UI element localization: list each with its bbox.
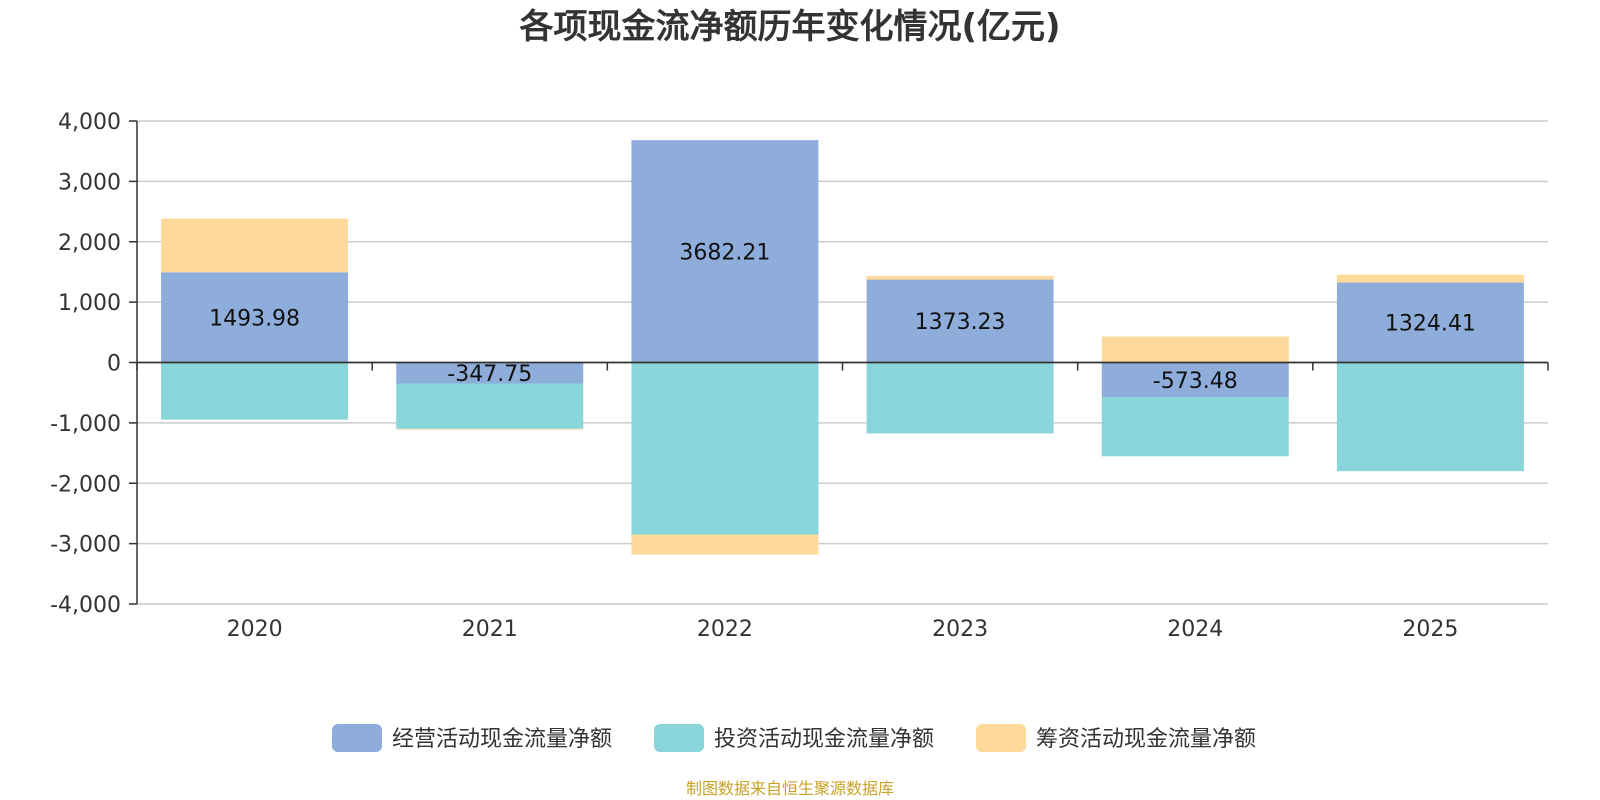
bar-segment (1336, 362, 1524, 472)
legend-label: 经营活动现金流量净额 (392, 727, 612, 752)
legend-label: 投资活动现金流量净额 (714, 727, 934, 752)
bar-value-label: 1493.98 (209, 306, 300, 331)
bar-segment (631, 534, 819, 555)
legend-swatch (654, 724, 704, 752)
x-tick-label: 2022 (697, 617, 753, 642)
y-tick-label: -4,000 (50, 593, 121, 618)
y-tick-label: 0 (107, 352, 121, 377)
bar-value-label: -347.75 (447, 362, 532, 387)
bar-segment (866, 279, 1054, 363)
x-tick-label: 2024 (1167, 617, 1223, 642)
y-tick-label: 4,000 (58, 110, 121, 135)
bar-segment (396, 383, 584, 429)
bar-segment (1336, 282, 1524, 363)
axes: 4,000 3,000 2,000 1,000 0 -1,000 -2,000 -3,000 -… (50, 110, 1549, 642)
bar-value-label: 1373.23 (915, 310, 1006, 335)
bar-value-label: 3682.21 (679, 240, 770, 265)
legend-swatch (976, 724, 1026, 752)
legend-label: 筹资活动现金流量净额 (1036, 727, 1256, 752)
y-tick-label: -2,000 (50, 472, 121, 497)
y-tick-label: -3,000 (50, 533, 121, 558)
grid-lines (137, 120, 1548, 605)
legend: 经营活动现金流量净额 投资活动现金流量净额 筹资活动现金流量净额 (332, 724, 1256, 752)
data-labels: 1493.98 -347.75 3682.21 1373.23 -573.48 1324.… (209, 240, 1476, 393)
bar-value-label: -573.48 (1153, 369, 1238, 394)
bar-segment (866, 362, 1054, 434)
bar-segment (396, 362, 584, 384)
y-tick-label: -1,000 (50, 412, 121, 437)
x-tick-label: 2023 (932, 617, 988, 642)
y-tick-label: 2,000 (58, 231, 121, 256)
y-tick-label: 3,000 (58, 170, 121, 195)
bar-segment (1101, 362, 1289, 398)
bar-segment (1101, 336, 1289, 363)
bar-segment (631, 140, 819, 363)
legend-swatch (332, 724, 382, 752)
bars (161, 140, 1524, 555)
bar-segment (161, 272, 349, 363)
chart-title: 各项现金流净额历年变化情况(亿元) (519, 7, 1060, 47)
bar-value-label: 1324.41 (1385, 312, 1476, 337)
source-note: 制图数据来自恒生聚源数据库 (686, 779, 894, 798)
x-tick-label: 2021 (462, 617, 518, 642)
bar-segment (1101, 397, 1289, 457)
y-tick-label: 1,000 (58, 291, 121, 316)
x-tick-label: 2020 (227, 617, 283, 642)
bar-segment (866, 275, 1054, 280)
bar-segment (631, 362, 819, 535)
bar-segment (161, 218, 349, 273)
x-tick-label: 2025 (1402, 617, 1458, 642)
bar-segment (1336, 274, 1524, 283)
bar-segment (161, 362, 349, 420)
bar-segment (396, 428, 584, 430)
